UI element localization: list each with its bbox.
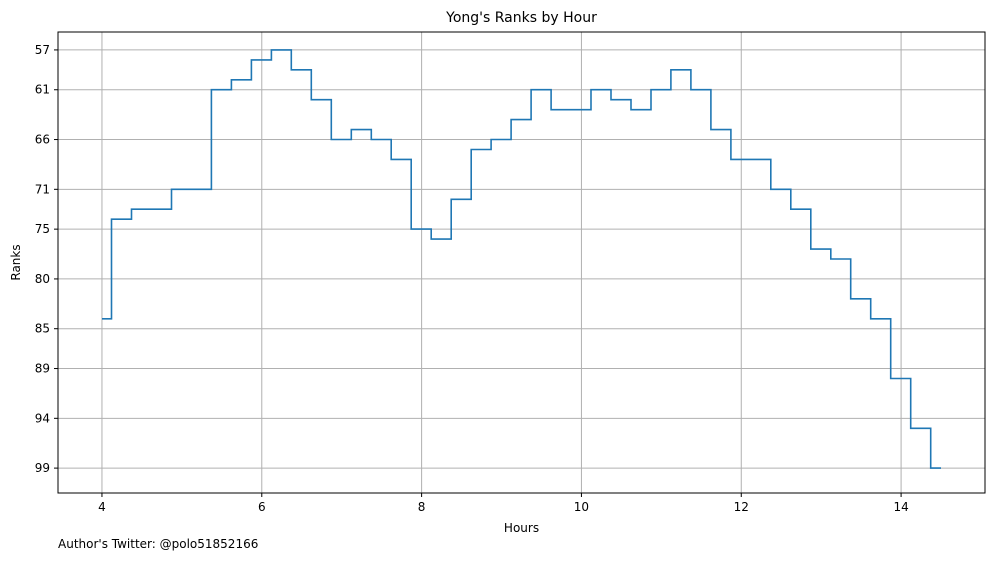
grid-lines: [58, 32, 985, 493]
author-credit: Author's Twitter: @polo51852166: [58, 537, 259, 551]
x-tick-label: 10: [574, 500, 589, 514]
y-axis-ticks: 57 61 66 71 75 80 85 89 94 99: [35, 43, 58, 475]
x-axis-label: Hours: [504, 521, 539, 535]
y-tick-label: 71: [35, 182, 50, 196]
y-tick-label: 75: [35, 222, 50, 236]
x-tick-label: 12: [734, 500, 749, 514]
x-tick-label: 6: [258, 500, 266, 514]
x-tick-label: 4: [98, 500, 106, 514]
x-axis-ticks: 4 6 8 10 12 14: [98, 493, 909, 514]
y-tick-label: 66: [35, 133, 50, 147]
y-tick-label: 80: [35, 272, 50, 286]
y-axis-label: Ranks: [9, 244, 23, 280]
y-tick-label: 57: [35, 43, 50, 57]
y-tick-label: 94: [35, 411, 50, 425]
chart-title: Yong's Ranks by Hour: [445, 10, 597, 26]
x-tick-label: 8: [418, 500, 426, 514]
y-tick-label: 89: [35, 362, 50, 376]
rank-step-line: [102, 49, 941, 469]
y-tick-label: 99: [35, 461, 50, 475]
y-tick-label: 85: [35, 322, 50, 336]
series-layer: [102, 49, 941, 469]
plot-frame: [57, 31, 986, 494]
y-tick-label: 61: [35, 83, 50, 97]
x-tick-label: 14: [893, 500, 908, 514]
